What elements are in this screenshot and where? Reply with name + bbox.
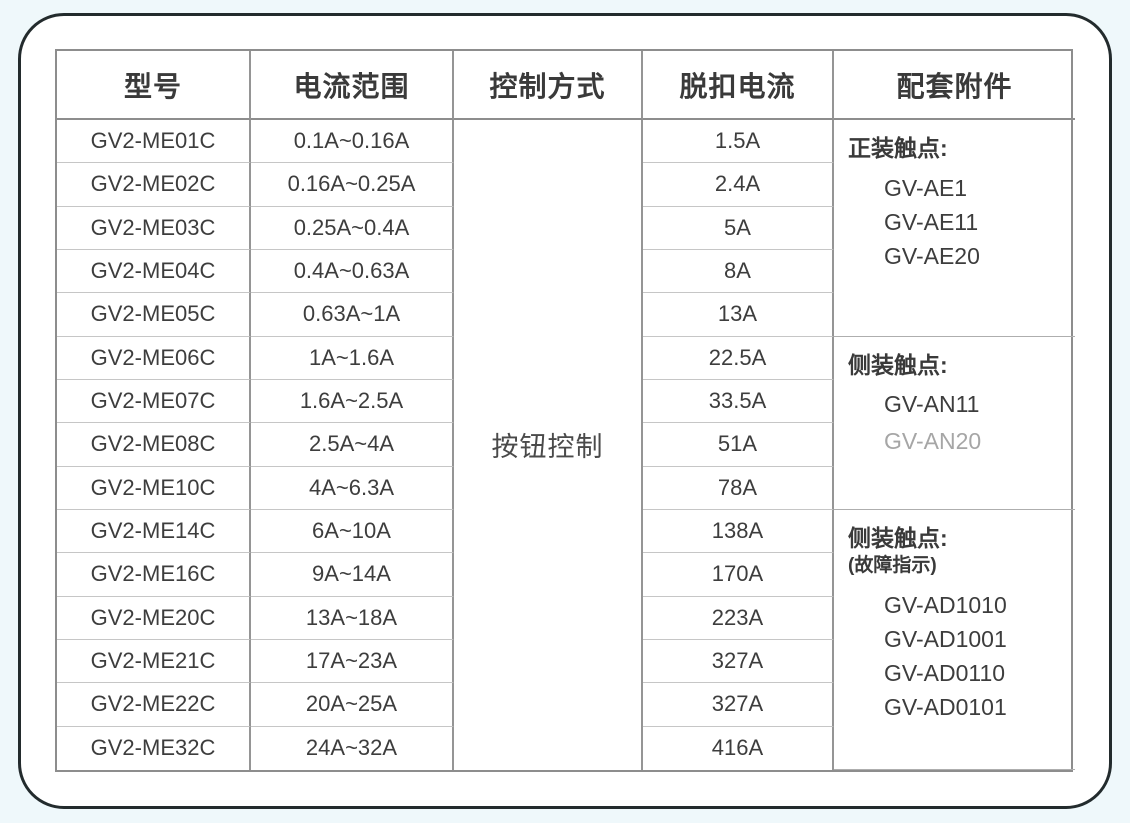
trip-current-cell: 416A (643, 726, 834, 770)
accessory-item: GV-AD0101 (884, 693, 1007, 720)
product-spec-table: 型号 电流范围 控制方式 脱扣电流 配套附件 GV2-ME01C GV2-ME0… (55, 49, 1075, 772)
model-cell: GV2-ME20C (57, 596, 251, 640)
current-range-cell: 0.25A~0.4A (251, 206, 454, 250)
control-method-cell: 按钮控制 (454, 120, 643, 770)
trip-current-cell: 51A (643, 423, 834, 467)
accessory-item: GV-AE1 (884, 175, 968, 201)
model-cell: GV2-ME32C (57, 726, 251, 770)
model-cell: GV2-ME01C (57, 120, 251, 164)
model-cell: GV2-ME08C (57, 423, 251, 467)
current-range-cell: 0.4A~0.63A (251, 249, 454, 294)
model-cell: GV2-ME03C (57, 206, 251, 250)
trip-current-cell: 223A (643, 596, 834, 640)
accessory-item: GV-AN20 (884, 427, 982, 454)
trip-current-cell: 8A (643, 249, 834, 294)
model-cell: GV2-ME04C (57, 249, 251, 294)
accessory-section-subtitle: (故障指示) (848, 554, 937, 576)
trip-current-cell: 22.5A (643, 336, 834, 380)
current-range-cell: 2.5A~4A (251, 423, 454, 467)
model-cell: GV2-ME02C (57, 163, 251, 207)
current-range-cell: 0.63A~1A (251, 293, 454, 337)
current-range-cell: 17A~23A (251, 639, 454, 684)
model-cell: GV2-ME05C (57, 293, 251, 337)
model-cell: GV2-ME21C (57, 639, 251, 684)
model-cell: GV2-ME22C (57, 683, 251, 727)
trip-current-cell: 138A (643, 509, 834, 554)
model-cell: GV2-ME16C (57, 553, 251, 597)
accessory-item: GV-AD0110 (884, 659, 1006, 686)
column-header-trip-current: 脱扣电流 (643, 51, 834, 120)
trip-current-cell: 1.5A (643, 120, 834, 164)
trip-current-cell: 33.5A (643, 379, 834, 424)
column-header-accessories: 配套附件 (834, 51, 1075, 120)
trip-current-cell: 5A (643, 206, 834, 250)
trip-current-cell: 327A (643, 639, 834, 684)
column-header-current-range: 电流范围 (251, 51, 454, 120)
current-range-cell: 24A~32A (251, 726, 454, 770)
accessory-item: GV-AD1001 (884, 625, 1007, 652)
accessory-item: GV-AE20 (884, 243, 980, 269)
trip-current-cell: 78A (643, 466, 834, 510)
accessory-section-side-mount-contacts: 侧装触点: GV-AN11 GV-AN20 (834, 337, 1075, 510)
current-range-cell: 1.6A~2.5A (251, 379, 454, 424)
accessory-section-title: 侧装触点: (848, 524, 948, 551)
trip-current-cell: 2.4A (643, 163, 834, 207)
current-range-cell: 0.1A~0.16A (251, 120, 454, 164)
current-range-cell: 6A~10A (251, 509, 454, 554)
current-range-cell: 1A~1.6A (251, 336, 454, 380)
column-header-control-method: 控制方式 (454, 51, 643, 120)
accessory-item: GV-AN11 (884, 390, 980, 417)
current-range-cell: 9A~14A (251, 553, 454, 597)
accessory-section-front-mount-contacts: 正装触点: GV-AE1 GV-AE11 GV-AE20 (834, 120, 1075, 337)
current-range-cell: 0.16A~0.25A (251, 163, 454, 207)
current-range-cell: 4A~6.3A (251, 466, 454, 510)
trip-current-cell: 327A (643, 683, 834, 727)
accessory-item: GV-AE11 (884, 209, 979, 235)
trip-current-cell: 170A (643, 553, 834, 597)
accessory-section-side-mount-fault-indication: 侧装触点: (故障指示) GV-AD1010 GV-AD1001 GV-AD01… (834, 510, 1075, 770)
current-range-cell: 13A~18A (251, 596, 454, 640)
model-cell: GV2-ME14C (57, 509, 251, 554)
accessory-item: GV-AD1010 (884, 591, 1007, 618)
model-cell: GV2-ME10C (57, 466, 251, 510)
accessory-section-title: 侧装触点: (848, 351, 948, 378)
current-range-cell: 20A~25A (251, 683, 454, 727)
model-cell: GV2-ME06C (57, 336, 251, 380)
trip-current-cell: 13A (643, 293, 834, 337)
model-cell: GV2-ME07C (57, 379, 251, 424)
column-header-model: 型号 (57, 51, 251, 120)
accessory-section-title: 正装触点: (848, 135, 948, 161)
